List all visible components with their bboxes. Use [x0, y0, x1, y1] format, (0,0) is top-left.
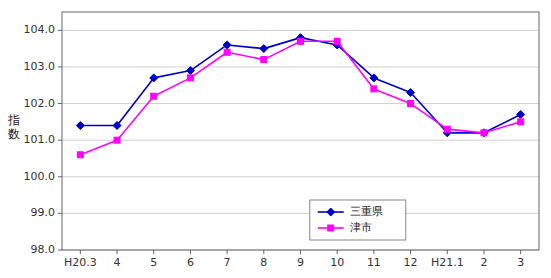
tick-mark: [520, 250, 521, 254]
point-marker: [408, 101, 414, 107]
plot-frame: [62, 12, 539, 250]
point-marker: [76, 122, 84, 130]
tick-label: 102.0: [24, 97, 56, 110]
tick-label: 3: [517, 256, 524, 269]
legend: 三重県津市: [310, 200, 406, 240]
tick-mark: [227, 250, 228, 254]
tick-mark: [300, 250, 301, 254]
tick-mark: [80, 250, 81, 254]
tick-label: 5: [150, 256, 157, 269]
legend-box: [310, 200, 406, 240]
point-marker: [480, 129, 488, 137]
tick-label: H20.3: [64, 256, 97, 269]
point-marker: [150, 74, 158, 82]
point-marker: [298, 38, 304, 44]
point-marker: [224, 49, 230, 55]
point-marker: [371, 86, 377, 92]
legend-label: 津市: [350, 221, 372, 234]
tick-mark: [117, 250, 118, 254]
tick-mark: [190, 250, 191, 254]
legend-label: 三重県: [350, 205, 383, 218]
chart-container: 98.0 99.0 100.0 101.0 102.0 103.0 104.0 H20.3 4 5…: [0, 0, 551, 278]
series-line: [80, 41, 520, 155]
y-axis: 98.0 99.0 100.0 101.0 102.0 103.0 104.0: [24, 23, 540, 256]
point-marker: [407, 89, 415, 97]
grid-line: [62, 30, 539, 31]
grid-line: [62, 140, 539, 141]
point-marker: [518, 119, 524, 125]
point-marker: [481, 130, 487, 136]
tick-label: 7: [224, 256, 231, 269]
tick-label: 104.0: [24, 23, 56, 36]
tick-label: 9: [297, 256, 304, 269]
point-marker: [517, 111, 525, 119]
point-marker: [260, 45, 268, 53]
point-marker: [77, 152, 83, 158]
point-marker: [223, 41, 231, 49]
tick-mark: [373, 250, 374, 254]
point-marker: [261, 57, 267, 63]
tick-label: 98.0: [31, 243, 56, 256]
tick-mark: [58, 250, 62, 251]
tick-label: 2: [480, 256, 487, 269]
tick-label: H21.1: [431, 256, 464, 269]
tick-mark: [337, 250, 338, 254]
tick-mark: [483, 250, 484, 254]
tick-mark: [410, 250, 411, 254]
grid-line: [62, 213, 539, 214]
axis-title: 指数: [7, 113, 20, 141]
legend-marker: [327, 208, 335, 216]
tick-mark: [58, 30, 62, 31]
tick-label: 4: [114, 256, 121, 269]
point-marker: [334, 38, 340, 44]
point-marker: [113, 122, 121, 130]
tick-mark: [58, 66, 62, 67]
tick-label: 8: [260, 256, 267, 269]
tick-mark: [447, 250, 448, 254]
point-marker: [370, 74, 378, 82]
chart-svg: 98.0 99.0 100.0 101.0 102.0 103.0 104.0 H20.3 4 5…: [0, 0, 551, 278]
point-marker: [186, 67, 194, 75]
series-line: [80, 38, 520, 133]
tick-label: 100.0: [24, 170, 56, 183]
tick-mark: [58, 103, 62, 104]
point-marker: [114, 137, 120, 143]
tick-mark: [58, 140, 62, 141]
tick-label: 103.0: [24, 60, 56, 73]
point-marker: [444, 126, 450, 132]
tick-label: 12: [404, 256, 418, 269]
tick-mark: [153, 250, 154, 254]
tick-label: 11: [367, 256, 381, 269]
tick-label: 10: [330, 256, 344, 269]
point-marker: [187, 75, 193, 81]
grid-line: [62, 66, 539, 67]
point-marker: [151, 93, 157, 99]
x-axis: H20.3 4 5 6 7 8 9 10 11 12 H21.1 2 3: [64, 250, 524, 269]
tick-mark: [58, 213, 62, 214]
plot-area: [76, 34, 524, 158]
tick-mark: [58, 176, 62, 177]
tick-label: 101.0: [24, 133, 56, 146]
legend-marker: [328, 225, 334, 231]
tick-label: 99.0: [31, 206, 56, 219]
tick-mark: [263, 250, 264, 254]
tick-label: 6: [187, 256, 194, 269]
grid-line: [62, 176, 539, 177]
